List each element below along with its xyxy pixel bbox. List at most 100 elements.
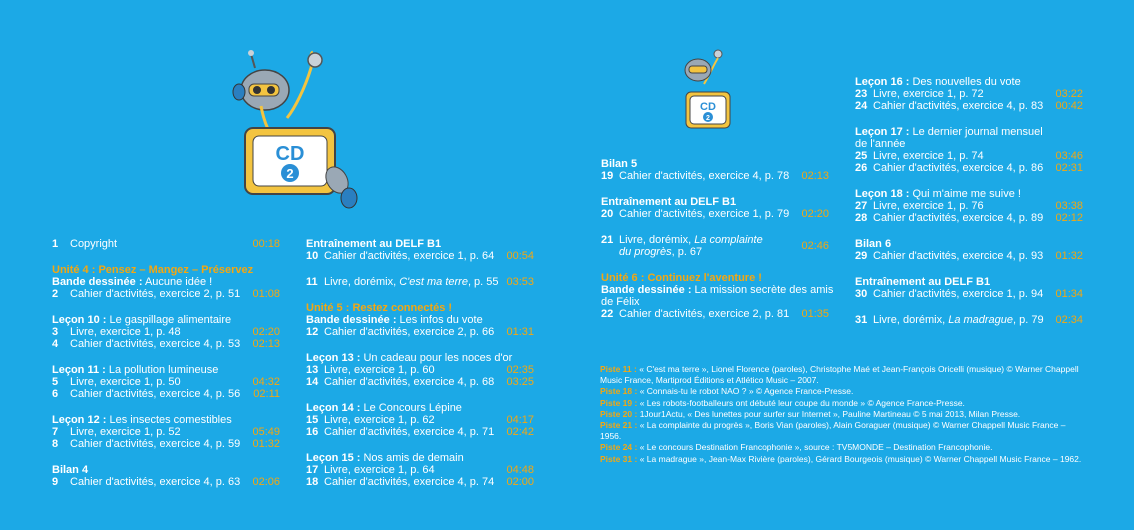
- credit-note: Piste 11 : « C'est ma terre », Lionel Fl…: [600, 364, 1084, 386]
- section-heading: Leçon 12 : Les insectes comestibles: [52, 414, 280, 426]
- track-row: 5 Livre, exercice 1, p. 50 04:32: [52, 376, 280, 388]
- track-duration: 01:35: [801, 308, 829, 320]
- track-row: 4 Cahier d'activités, exercice 4, p. 53 02…: [52, 338, 280, 350]
- track-duration: 02:06: [252, 476, 280, 488]
- track-duration: 01:31: [506, 326, 534, 338]
- section-heading: Leçon 14 : Le Concours Lépine: [306, 402, 534, 414]
- track-title: Cahier d'activités, exercice 4, p. 68: [324, 376, 495, 388]
- credit-text: « La complainte du progrès », Boris Vian…: [600, 420, 1066, 442]
- section-label: Leçon 16 :: [855, 76, 910, 88]
- track-title-part: , p. 55: [467, 276, 499, 288]
- credit-text: « Les robots-footballeurs ont débuté leu…: [639, 397, 965, 408]
- track-number: 27: [855, 200, 868, 212]
- track-row-continued: du progrès, p. 67 02:46: [601, 240, 829, 258]
- section-title-continued: de l'année: [855, 138, 906, 150]
- section-title: Aucune idée !: [144, 276, 213, 288]
- section-heading: Bilan 6: [855, 238, 1083, 250]
- track-number: 21: [601, 234, 614, 246]
- track-number: 23: [855, 88, 868, 100]
- track-number: 28: [855, 212, 868, 224]
- track-title: Livre, exercice 1, p. 72: [873, 88, 984, 100]
- tracklist-column-4: Leçon 16 : Des nouvelles du vote 23 Livre…: [855, 76, 1083, 326]
- track-number: 6: [52, 388, 59, 400]
- track-duration: 02:34: [1055, 314, 1083, 326]
- track-row: 3 Livre, exercice 1, p. 48 02:20: [52, 326, 280, 338]
- track-row: 10 Cahier d'activités, exercice 1, p. 64 0…: [306, 250, 534, 262]
- section-label: Leçon 13 :: [306, 352, 361, 364]
- track-title: Livre, exercice 1, p. 64: [324, 464, 435, 476]
- track-title-part: , p. 79: [1013, 314, 1044, 326]
- track-row: 8 Cahier d'activités, exercice 4, p. 59 01…: [52, 438, 280, 450]
- track-row: 23 Livre, exercice 1, p. 72 03:22: [855, 88, 1083, 100]
- track-number: 24: [855, 100, 868, 112]
- track-duration: 02:00: [506, 476, 534, 488]
- track-title: Livre, exercice 1, p. 74: [873, 150, 984, 162]
- track-row: 16 Cahier d'activités, exercice 4, p. 71 0…: [306, 426, 534, 438]
- track-title: Cahier d'activités, exercice 4, p. 86: [873, 162, 1044, 174]
- unit-heading: Unité 5 : Restez connectés !: [306, 302, 453, 314]
- track-duration: 04:17: [506, 414, 534, 426]
- track-row: 25 Livre, exercice 1, p. 74 03:46: [855, 150, 1083, 162]
- track-number: 11: [306, 276, 318, 288]
- track-duration: 01:32: [1055, 250, 1083, 262]
- track-title: Livre, exercice 1, p. 50: [70, 376, 181, 388]
- track-row: 20 Cahier d'activités, exercice 1, p. 79 0…: [601, 208, 829, 220]
- track-row: 21 Livre, dorémix, La complainte: [601, 234, 829, 246]
- section-label: Bande dessinée :: [52, 276, 143, 288]
- track-title-part: , p. 67: [671, 246, 703, 258]
- section-heading: Bande dessinée : La mission secrète des …: [601, 284, 833, 296]
- track-duration: 00:18: [252, 238, 280, 250]
- track-duration: 02:13: [252, 338, 280, 350]
- credit-note: Piste 21 : « La complainte du progrès »,…: [600, 420, 1084, 442]
- song-title: La complainte: [694, 234, 763, 246]
- track-duration: 04:32: [252, 376, 280, 388]
- section-heading: Leçon 11 : La pollution lumineuse: [52, 364, 280, 376]
- track-title: Livre, exercice 1, p. 52: [70, 426, 181, 438]
- credits-notes: Piste 11 : « C'est ma terre », Lionel Fl…: [600, 364, 1084, 465]
- credit-note: Piste 31 : « La madrague », Jean-Max Riv…: [600, 454, 1084, 465]
- track-title: Cahier d'activités, exercice 4, p. 63: [70, 476, 241, 488]
- track-duration: 01:32: [252, 438, 280, 450]
- section-heading: Leçon 17 : Le dernier journal mensuel: [855, 126, 1083, 138]
- track-number: 30: [855, 288, 868, 300]
- track-title: Cahier d'activités, exercice 4, p. 78: [619, 170, 790, 182]
- track-duration: 02:13: [801, 170, 829, 182]
- robot-cd2-small-illustration: CD 2: [684, 49, 731, 129]
- track-number: 12: [306, 326, 319, 338]
- section-label: Leçon 14 :: [306, 402, 361, 414]
- track-row: 18 Cahier d'activités, exercice 4, p. 74 0…: [306, 476, 534, 488]
- track-title-part: Livre, dorémix,: [324, 276, 400, 288]
- track-title: Cahier d'activités, exercice 4, p. 59: [70, 438, 241, 450]
- track-number: 22: [601, 308, 614, 320]
- tracklist-column-3: Bilan 5 19 Cahier d'activités, exercice 4…: [601, 158, 833, 320]
- track-title: Cahier d'activités, exercice 4, p. 56: [70, 388, 241, 400]
- track-duration: 02:11: [253, 388, 280, 400]
- track-title: Cahier d'activités, exercice 1, p. 79: [619, 208, 790, 220]
- track-row: 29 Cahier d'activités, exercice 4, p. 93 0…: [855, 250, 1083, 262]
- track-duration: 01:34: [1055, 288, 1083, 300]
- section-title: Qui m'aime me suive !: [912, 188, 1021, 200]
- cd-label: CD: [276, 143, 305, 165]
- track-duration: 02:35: [506, 364, 534, 376]
- section-heading: Leçon 15 : Nos amis de demain: [306, 452, 534, 464]
- track-title: Cahier d'activités, exercice 4, p. 74: [324, 476, 495, 488]
- track-number: 13: [306, 364, 319, 376]
- credit-label: Piste 31 :: [600, 453, 638, 464]
- track-number: 19: [601, 170, 614, 182]
- section-label: Entraînement au DELF B1: [306, 238, 442, 250]
- section-label: Leçon 10 :: [52, 314, 107, 326]
- track-title: Livre, exercice 1, p. 60: [324, 364, 435, 376]
- track-title: Cahier d'activités, exercice 4, p. 89: [873, 212, 1044, 224]
- track-duration: 02:42: [506, 426, 534, 438]
- section-heading: Bande dessinée : Aucune idée !: [52, 276, 280, 288]
- section-label: Entraînement au DELF B1: [601, 196, 737, 208]
- track-number: 8: [52, 438, 59, 450]
- track-number: 31: [855, 314, 868, 326]
- section-heading: Bilan 5: [601, 158, 829, 170]
- track-title: Cahier d'activités, exercice 2, p. 81: [619, 308, 790, 320]
- section-title: Les infos du vote: [399, 314, 483, 326]
- section-title: Des nouvelles du vote: [912, 76, 1021, 88]
- credit-note: Piste 18 : « Connais-tu le robot NAO ? »…: [600, 386, 1084, 397]
- track-title: Livre, dorémix, C'est ma terre, p. 55: [324, 276, 499, 288]
- track-number: 29: [855, 250, 868, 262]
